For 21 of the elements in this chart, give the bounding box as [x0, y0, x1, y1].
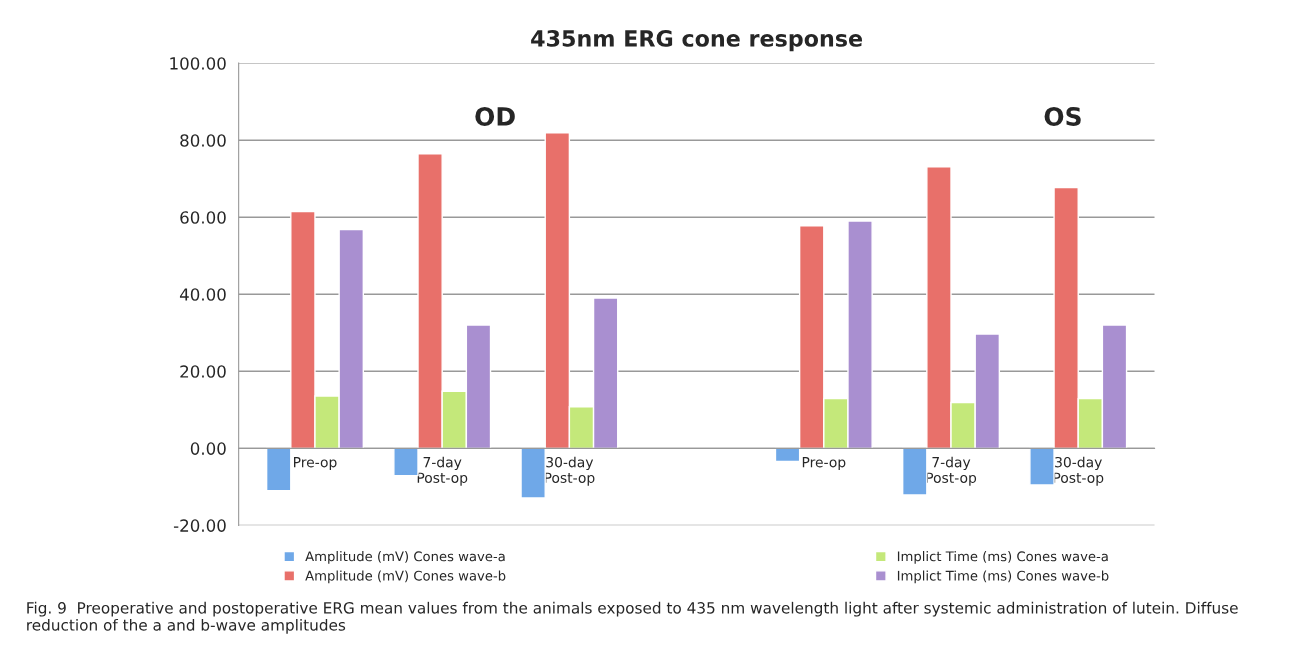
- y-tick-label: 0.00: [190, 442, 226, 455]
- y-tick-label: 60.00: [180, 211, 226, 224]
- y-tick-label: 100.00: [170, 57, 226, 70]
- y-tick-label: 80.00: [180, 134, 226, 147]
- legend-label: Amplitude (mV) Cones wave-a: [305, 551, 505, 564]
- legend-label: Implict Time (ms) Cones wave-a: [897, 551, 1108, 564]
- legend-label: Amplitude (mV) Cones wave-b: [305, 570, 506, 584]
- annotation: OD: [475, 106, 515, 126]
- x-tick-label: 7-day Post-op: [926, 456, 977, 486]
- annotation: OS: [1044, 106, 1081, 126]
- x-tick-label: Pre-op: [802, 457, 846, 471]
- x-tick-label: 30-day Post-op: [544, 456, 595, 486]
- chart-title: 435nm ERG cone response: [531, 30, 863, 52]
- y-tick-label: -20.00: [173, 519, 226, 532]
- x-tick-label: Pre-op: [294, 457, 337, 471]
- x-tick-label: 7-day Post-op: [417, 456, 468, 486]
- caption: Fig. 9 Preoperative and postoperative ERG mean values from the animals exposed to 435 nm wavelength light after systemic administration of lutein. Diffuse reduction of the a and b-wave amplitudes: [27, 601, 1238, 634]
- x-tick-label: 30-day Post-op: [1053, 456, 1104, 486]
- legend-label: Implict Time (ms) Cones wave-b: [897, 570, 1109, 584]
- y-tick-label: 20.00: [180, 365, 226, 378]
- y-tick-label: 40.00: [179, 288, 226, 301]
